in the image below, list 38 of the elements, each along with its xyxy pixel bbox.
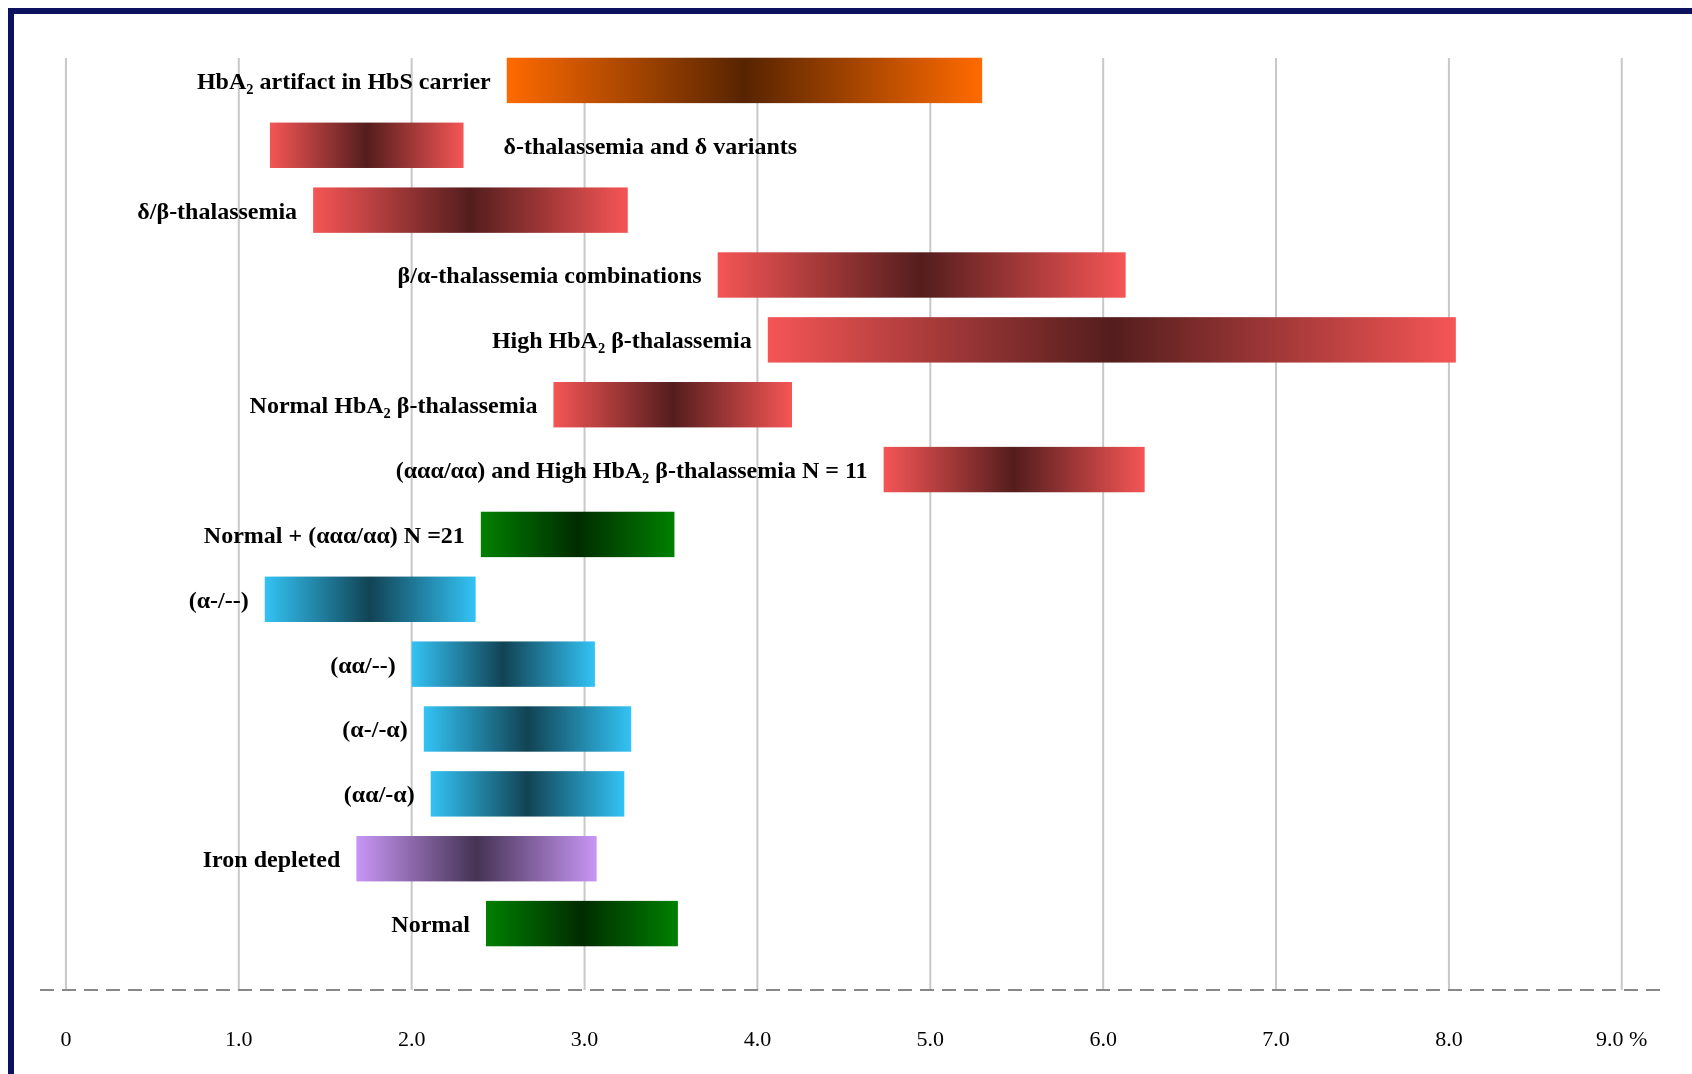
- bar: [269, 122, 464, 168]
- x-tick-label: 2.0: [397, 1026, 426, 1051]
- x-tick-label: 1.0: [225, 1026, 253, 1051]
- bar: [486, 900, 678, 947]
- x-tick-label: 8.0: [1435, 1026, 1463, 1051]
- bar: [264, 576, 476, 622]
- y-tick-label: High HbA₂ β-thalassemia: [491, 327, 752, 354]
- y-tick-label: Iron depleted: [202, 846, 341, 873]
- y-tick-label: HbA₂ artifact in HbS carrier: [196, 67, 492, 94]
- bar: [356, 836, 597, 882]
- y-tick-label: δ-thalassemia and δ variants: [503, 132, 798, 159]
- bar: [411, 641, 595, 687]
- y-tick-label: Normal + (ααα/αα) N =21: [203, 521, 465, 548]
- x-tick-label: 0: [60, 1026, 72, 1051]
- bar: [430, 771, 625, 817]
- y-tick-label: (αα/--): [330, 651, 396, 678]
- y-tick-label: (αα/-α): [343, 781, 415, 808]
- bar: [553, 382, 792, 428]
- y-tick-label: δ/β-thalassemia: [137, 197, 298, 224]
- x-tick-label: 7.0: [1262, 1026, 1290, 1051]
- bar: [423, 706, 632, 752]
- x-tick-label: 3.0: [570, 1026, 599, 1051]
- bar: [717, 252, 1126, 298]
- x-tick-label: 6.0: [1089, 1026, 1117, 1051]
- x-tick-label: 5.0: [916, 1026, 945, 1051]
- x-tick-label: 4.0: [743, 1026, 772, 1051]
- bar: [506, 57, 983, 104]
- bar: [480, 511, 675, 558]
- y-tick-label: β/α-thalassemia combinations: [397, 262, 702, 289]
- y-tick-label: Normal: [391, 910, 471, 937]
- y-tick-label: (ααα/αα) and High HbA₂ β-thalassemia N = 11: [395, 456, 868, 483]
- y-tick-label: (α-/-α): [342, 716, 408, 743]
- bar: [313, 187, 628, 233]
- y-tick-label: (α-/--): [188, 586, 249, 613]
- y-tick-label: Normal HbA₂ β-thalassemia: [249, 392, 538, 419]
- bar: [767, 317, 1456, 363]
- x-tick-label: 9.0 %: [1596, 1026, 1648, 1051]
- bar: [883, 446, 1145, 493]
